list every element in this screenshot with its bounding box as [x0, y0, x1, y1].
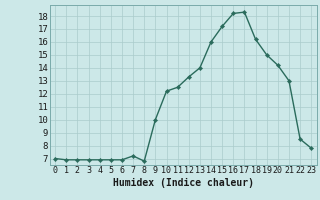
X-axis label: Humidex (Indice chaleur): Humidex (Indice chaleur): [113, 178, 254, 188]
